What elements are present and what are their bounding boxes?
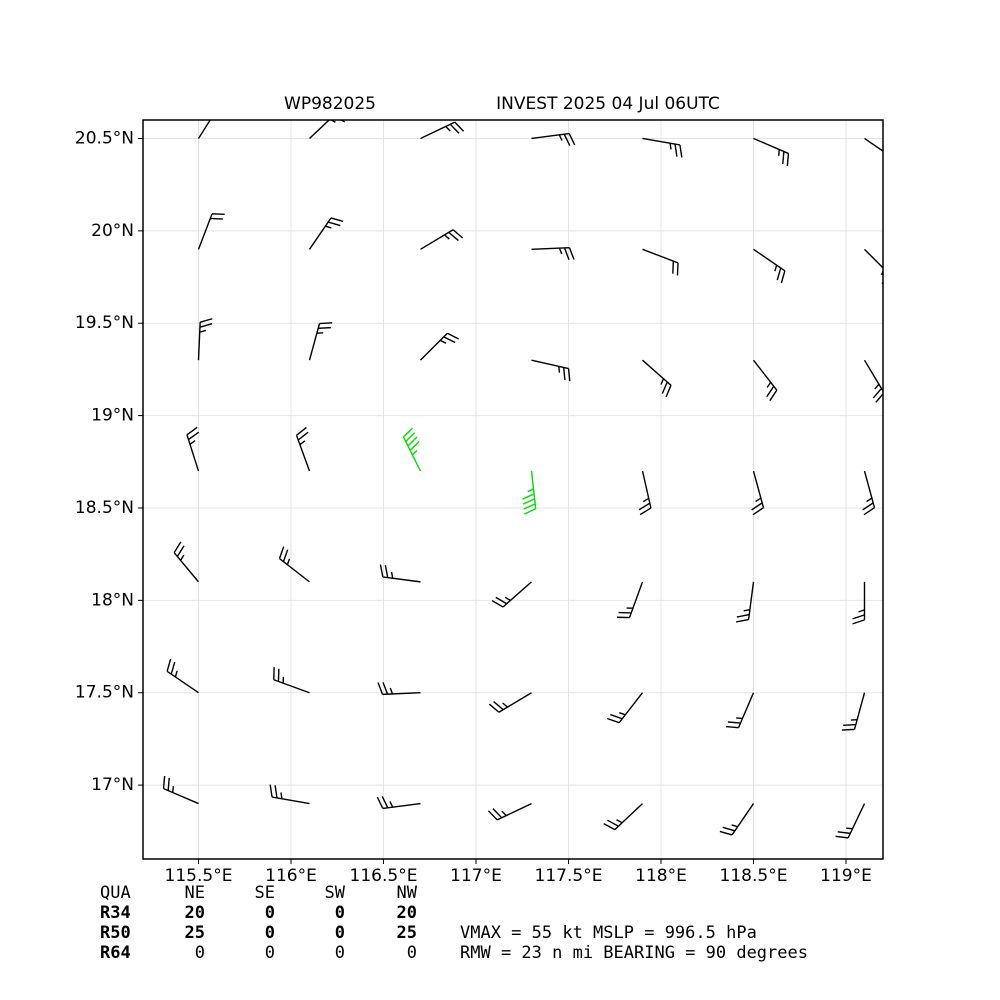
x-tick-label: 116.5°E (350, 866, 418, 886)
table-cell: 0 (265, 903, 275, 923)
wind-barb (420, 229, 464, 250)
wind-barb (491, 581, 532, 608)
wind-barb (531, 132, 576, 146)
wind-barb (522, 470, 537, 515)
table-cell: 25 (185, 923, 205, 943)
x-tick-label: 118°E (635, 866, 687, 886)
y-tick-label: 19.5°N (75, 313, 134, 333)
wind-barb (278, 546, 310, 583)
table-cell: 0 (195, 943, 205, 963)
table-header: NE (185, 883, 205, 903)
wind-barb (642, 137, 683, 158)
wind-barb (269, 784, 310, 805)
wind-barb (162, 775, 199, 805)
wind-barb (841, 692, 866, 731)
grid (143, 120, 883, 859)
wind-barb (377, 682, 421, 696)
wind-barb (488, 692, 532, 713)
table-header: QUA (100, 883, 131, 903)
wind-barb (752, 359, 778, 402)
intensity-note: VMAX = 55 kt MSLP = 996.5 hPa (460, 923, 757, 943)
x-tick-label: 117°E (450, 866, 502, 886)
table-cell: 20 (397, 903, 417, 923)
wind-barb (379, 564, 421, 583)
y-tick-label: 20°N (91, 221, 134, 241)
y-tick-label: 18.5°N (75, 498, 134, 518)
x-tick-label: 118.5°E (720, 866, 788, 886)
wind-barb (864, 137, 883, 152)
table-cell: 0 (265, 923, 275, 943)
wind-barb (197, 318, 213, 361)
barb-field (162, 120, 883, 839)
axes: 115.5°E 116°E 116.5°E 117°E 117.5°E 118°E 118.… (75, 128, 872, 886)
wind-barb (166, 658, 199, 694)
y-tick-label: 17.5°N (75, 683, 134, 703)
table-header: SE (255, 883, 275, 903)
y-tick-label: 19°N (91, 406, 134, 426)
x-tick-label: 119°E (820, 866, 872, 886)
table-cell: 25 (397, 923, 417, 943)
wind-barb (852, 581, 866, 625)
wind-barb (531, 246, 575, 260)
table-cell: 0 (335, 903, 345, 923)
row-label: R34 (100, 903, 131, 923)
x-tick-label: 117.5°E (535, 866, 603, 886)
wind-barb (308, 322, 333, 361)
wind-barb (420, 121, 465, 140)
plot-frame (142, 119, 884, 860)
y-tick-label: 17°N (91, 775, 134, 795)
chart-title: INVEST 2025 04 Jul 06UTC (496, 94, 720, 114)
table-cell: 0 (335, 923, 345, 943)
wind-barb (642, 248, 679, 276)
table-cell: 0 (407, 943, 417, 963)
rmw-note: RMW = 23 n mi BEARING = 90 degrees (460, 943, 808, 963)
wind-barb (308, 217, 344, 250)
x-tick-label: 115.5°E (165, 866, 233, 886)
storm-id: WP982025 (284, 94, 376, 114)
wind-barb (186, 426, 200, 472)
wind-barb (753, 137, 790, 167)
y-tick-label: 18°N (91, 590, 134, 610)
table-cell: 0 (335, 943, 345, 963)
wind-barb (607, 692, 644, 724)
y-tick-label: 20.5°N (75, 128, 134, 148)
wind-barb (864, 248, 883, 285)
table-header: NW (397, 883, 418, 903)
table-header: SW (325, 883, 346, 903)
wind-barb (603, 803, 643, 831)
wind-barb (736, 581, 755, 623)
wind-barb (862, 470, 876, 516)
x-tick-label: 116°E (265, 866, 317, 886)
wind-barb (402, 427, 422, 472)
wind-barb (197, 120, 211, 139)
wind-barb (487, 802, 532, 821)
wind-barb (295, 426, 311, 472)
wind-barb (309, 120, 345, 139)
wind-barb (725, 692, 755, 729)
table-cell: 20 (185, 903, 205, 923)
wind-barb (863, 359, 883, 403)
wind-barb (642, 359, 672, 398)
wind-barb (531, 359, 571, 382)
table-cell: 0 (265, 943, 275, 963)
wind-barb (173, 541, 200, 583)
wind-barb (751, 470, 765, 516)
row-label: R50 (100, 923, 131, 943)
wind-barb (616, 581, 644, 619)
wind-barb (719, 803, 755, 836)
wind-barb (638, 470, 652, 516)
wind-barb (376, 796, 421, 810)
wind-barb (753, 248, 786, 284)
wind-barb (273, 667, 310, 694)
row-label: R64 (100, 943, 131, 963)
wind-barb (420, 332, 459, 361)
wind-barb (197, 213, 225, 250)
wind-barb (835, 803, 866, 839)
